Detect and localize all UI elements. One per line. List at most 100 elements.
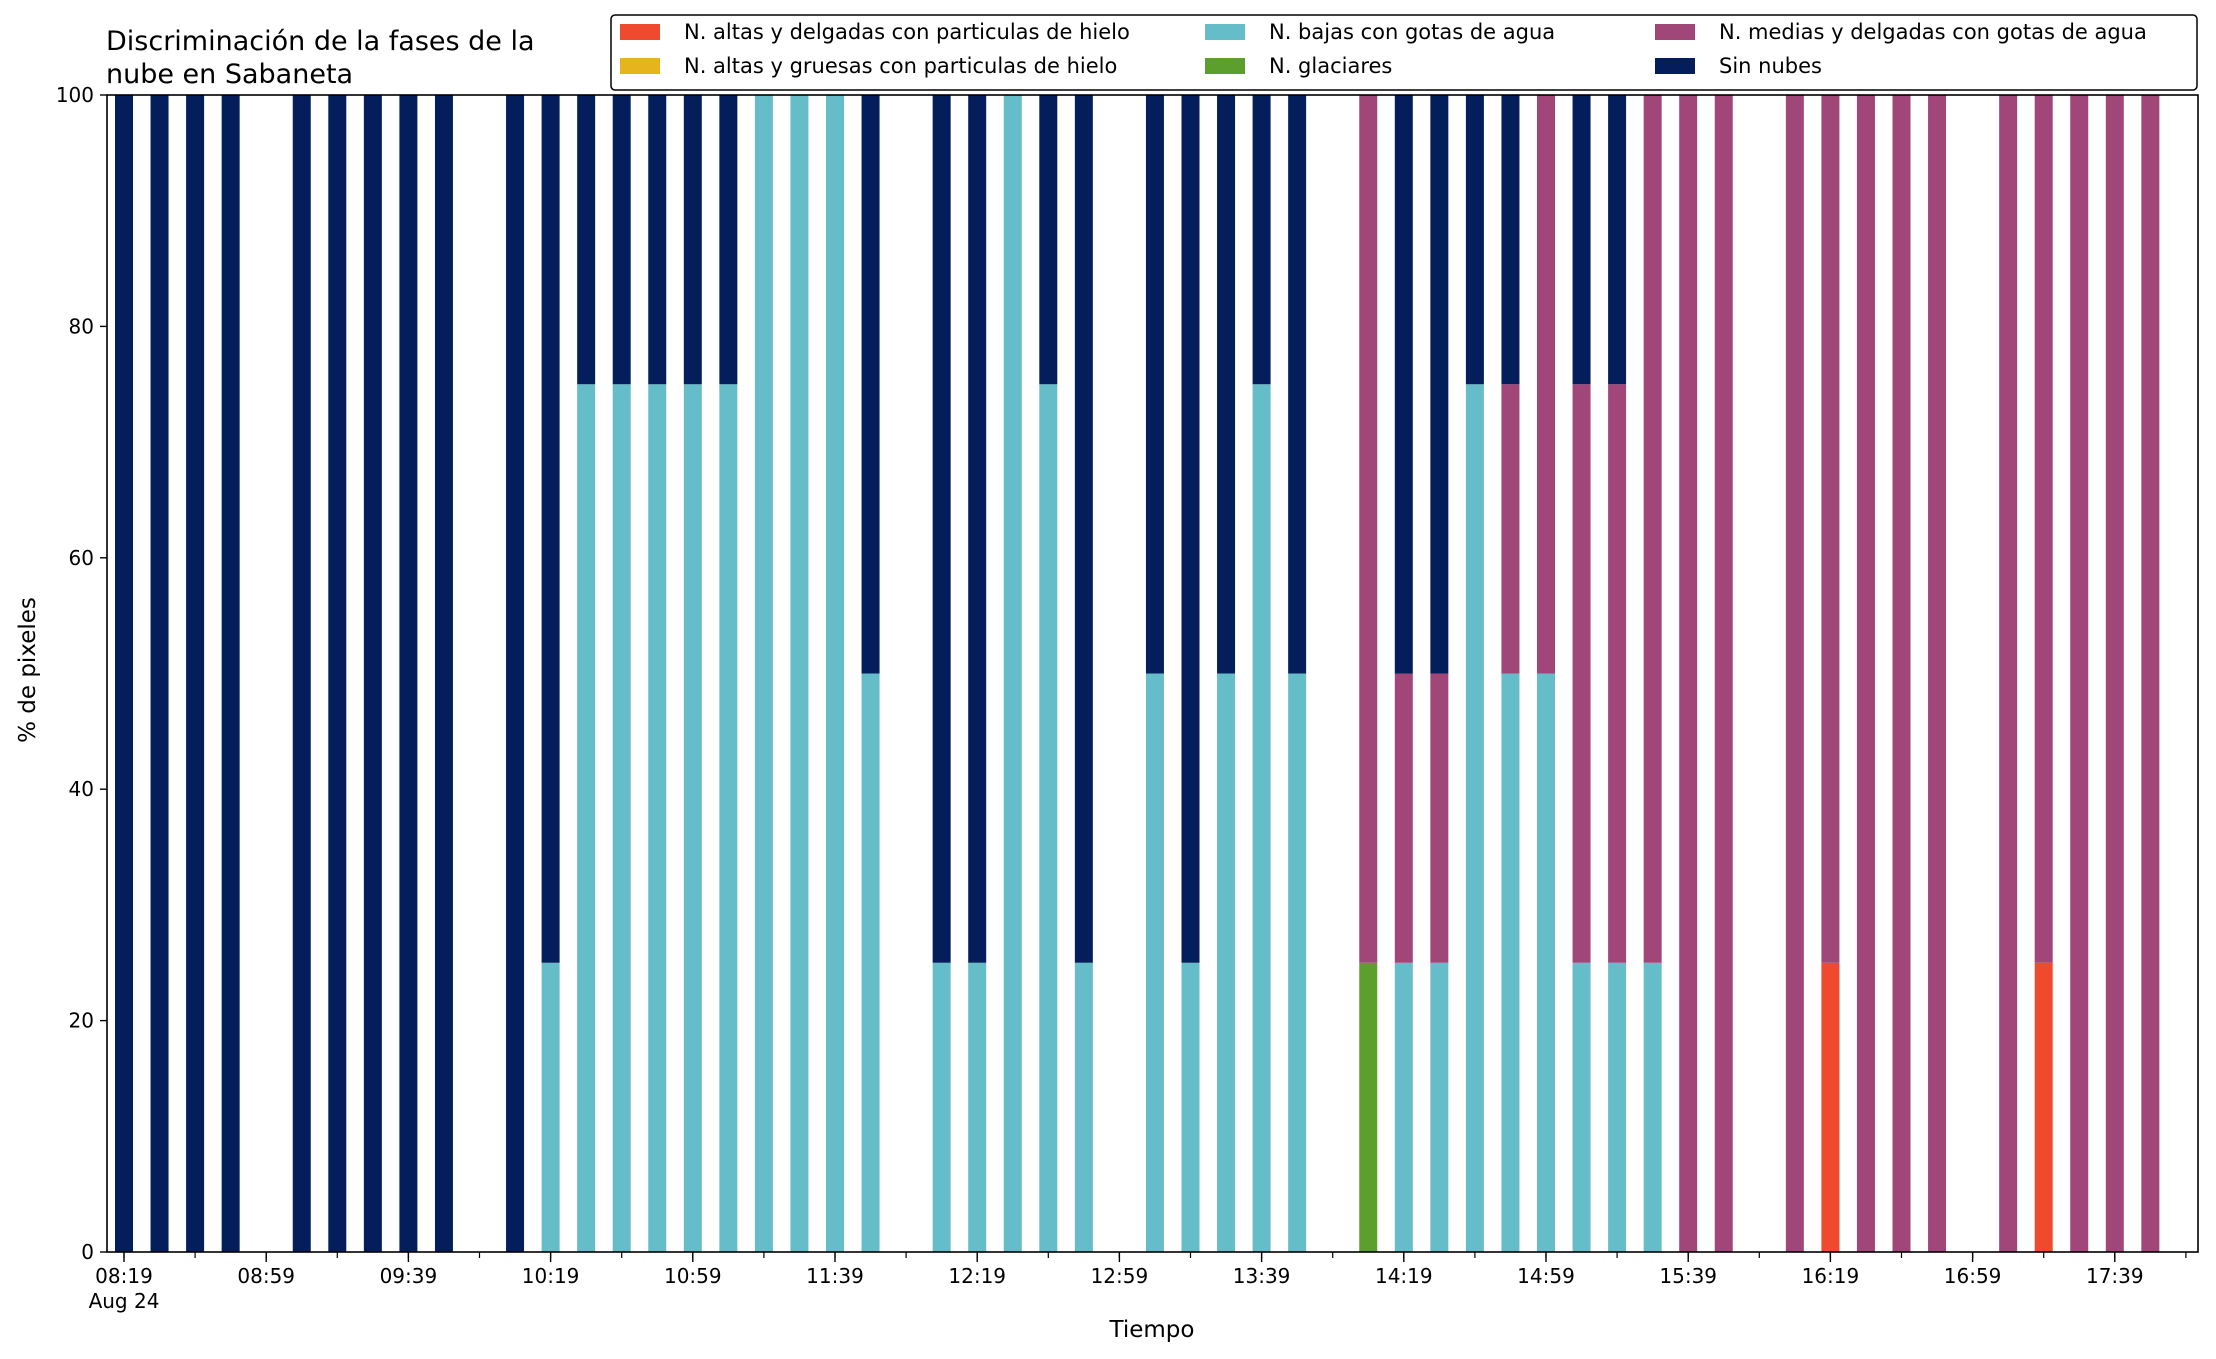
x-tick-label: 14:59 (1517, 1264, 1575, 1288)
bar-1319-series-5 (1181, 95, 1200, 963)
legend-frame (610, 14, 2198, 91)
x-tick-label: 15:39 (1659, 1264, 1717, 1288)
bar-1519-series-4 (1608, 384, 1627, 963)
bar-1019-series-2 (541, 962, 560, 1252)
y-tick-label: 20 (69, 1009, 94, 1033)
bar-1059-series-5 (683, 95, 702, 385)
bar-1309-series-5 (1145, 95, 1164, 674)
x-date-label: Aug 24 (89, 1289, 160, 1313)
x-tick-label: 11:39 (806, 1264, 864, 1288)
bar-1629-series-4 (1856, 95, 1875, 1252)
legend-swatch-0 (620, 24, 660, 40)
bar-0919-series-5 (328, 95, 347, 1252)
bar-1519-series-5 (1608, 95, 1627, 385)
bar-1429-series-4 (1430, 673, 1449, 963)
bar-1539-series-4 (1679, 95, 1698, 1252)
bar-1149-series-2 (861, 673, 880, 1252)
bar-1639-series-4 (1892, 95, 1911, 1252)
legend: N. altas y delgadas con particulas de hi… (610, 14, 2198, 91)
bar-1449-series-4 (1501, 384, 1520, 674)
bar-1409-series-3 (1359, 962, 1378, 1252)
bar-1209-series-2 (932, 962, 951, 1252)
bar-1509-series-2 (1572, 962, 1591, 1252)
x-tick-label: 10:19 (522, 1264, 580, 1288)
bar-1719-series-4 (2034, 95, 2053, 963)
x-tick-label: 13:39 (1233, 1264, 1291, 1288)
legend-swatch-4 (1655, 24, 1695, 40)
bar-1459-series-2 (1537, 673, 1555, 1252)
bar-1219-series-5 (968, 95, 987, 963)
x-tick-label: 16:59 (1944, 1264, 2002, 1288)
bar-1119-series-2 (754, 95, 773, 1252)
bar-1139-series-2 (826, 95, 844, 1252)
bar-1419-series-5 (1394, 95, 1413, 674)
bar-1349-series-2 (1288, 673, 1307, 1252)
bar-1229-series-2 (1003, 95, 1022, 1252)
y-tick-label: 0 (81, 1240, 94, 1264)
bar-1239-series-5 (1039, 95, 1058, 385)
bar-1439-series-2 (1465, 384, 1484, 1252)
bar-1549-series-4 (1714, 95, 1733, 1252)
bar-1219-series-2 (968, 962, 987, 1252)
bar-1709-series-4 (1999, 95, 2018, 1252)
bar-1419-series-2 (1394, 962, 1413, 1252)
bar-1729-series-4 (2070, 95, 2089, 1252)
legend-label-3: N. glaciares (1269, 54, 1392, 78)
bar-1009-series-5 (506, 95, 525, 1252)
y-tick-label: 80 (69, 314, 94, 338)
bar-1509-series-5 (1572, 95, 1591, 385)
bar-1409-series-4 (1359, 95, 1378, 963)
y-axis-title: % de pixeles (15, 597, 41, 743)
x-tick-label: 16:19 (1802, 1264, 1860, 1288)
x-tick-label: 09:39 (380, 1264, 438, 1288)
bar-1619-series-0 (1821, 962, 1840, 1252)
x-tick-label: 08:19 (95, 1264, 153, 1288)
bar-1459-series-4 (1537, 95, 1555, 674)
bar-1109-series-2 (719, 384, 738, 1252)
bar-1309-series-2 (1145, 673, 1164, 1252)
bar-1149-series-5 (861, 95, 880, 674)
bar-1449-series-5 (1501, 95, 1520, 385)
bar-1439-series-5 (1465, 95, 1484, 385)
bar-1429-series-5 (1430, 95, 1449, 674)
bar-0939-series-5 (399, 95, 418, 1252)
bar-1249-series-2 (1074, 962, 1093, 1252)
bar-1719-series-0 (2034, 962, 2053, 1252)
bar-1449-series-2 (1501, 673, 1520, 1252)
legend-label-4: N. medias y delgadas con gotas de agua (1719, 20, 2147, 44)
bar-1029-series-5 (577, 95, 596, 385)
bar-1329-series-2 (1217, 673, 1236, 1252)
chart-title-line-2: nube en Sabaneta (106, 59, 353, 90)
bar-1339-series-2 (1252, 384, 1271, 1252)
y-tick-label: 100 (56, 83, 94, 107)
bar-1129-series-2 (790, 95, 809, 1252)
legend-swatch-2 (1205, 24, 1245, 40)
x-tick-label: 14:19 (1375, 1264, 1433, 1288)
bar-1519-series-2 (1608, 962, 1627, 1252)
bar-0949-series-5 (434, 95, 453, 1252)
bar-1239-series-2 (1039, 384, 1058, 1252)
bar-1059-series-2 (683, 384, 702, 1252)
x-tick-label: 12:19 (948, 1264, 1006, 1288)
plot-area: 0 20 40 60 80 100 08:19 08:59 09:39 10:19 10:59 11:… (56, 83, 2199, 1313)
bar-1049-series-5 (648, 95, 667, 385)
bar-1319-series-2 (1181, 962, 1200, 1252)
legend-swatch-1 (620, 58, 660, 74)
x-tick-label: 12:59 (1091, 1264, 1149, 1288)
legend-label-0: N. altas y delgadas con particulas de hi… (684, 20, 1130, 44)
bar-0839-series-5 (186, 95, 205, 1252)
legend-swatch-3 (1205, 58, 1245, 74)
y-tick-label: 40 (69, 777, 94, 801)
bar-0929-series-5 (363, 95, 382, 1252)
x-tick-label: 17:39 (2086, 1264, 2144, 1288)
bar-1249-series-5 (1074, 95, 1093, 963)
legend-swatch-5 (1655, 58, 1695, 74)
legend-label-5: Sin nubes (1719, 54, 1822, 78)
x-tick-label: 08:59 (237, 1264, 295, 1288)
bar-1419-series-4 (1394, 673, 1413, 963)
bar-1429-series-2 (1430, 962, 1449, 1252)
bar-1209-series-5 (932, 95, 951, 963)
bar-1619-series-4 (1821, 95, 1840, 963)
